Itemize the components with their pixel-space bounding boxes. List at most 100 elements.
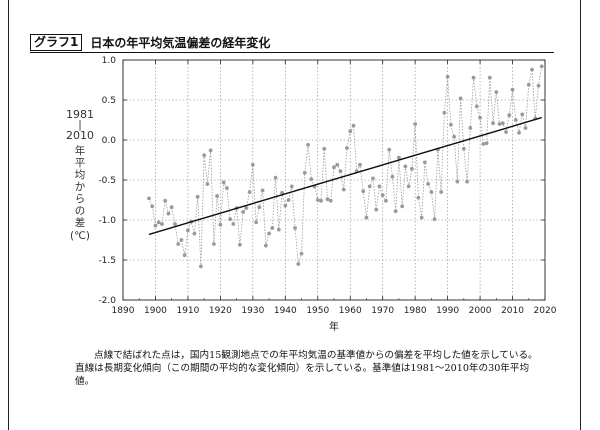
y-tick-label: 0.0: [102, 136, 117, 146]
y-axis-label-char: 年: [75, 144, 86, 157]
anomaly-point: [494, 90, 499, 94]
anomaly-point: [218, 222, 223, 227]
anomaly-point: [186, 228, 190, 233]
anomaly-point: [270, 226, 275, 230]
anomaly-point: [432, 217, 437, 222]
anomaly-point: [393, 209, 398, 214]
anomaly-point: [367, 184, 372, 189]
anomaly-point: [153, 223, 158, 228]
figure-title-text: 日本の年平均気温偏差の経年変化: [90, 35, 271, 50]
anomaly-point: [442, 110, 447, 115]
x-tick-label: 1930: [241, 306, 264, 316]
anomaly-point: [416, 195, 421, 200]
anomaly-point: [215, 194, 220, 198]
anomaly-point: [481, 142, 486, 146]
temperature-anomaly-chart: 1890 1900 1910 1920 1930 1940 1950 1960 1970 1980…: [66, 56, 557, 333]
anomaly-point: [280, 190, 284, 195]
anomaly-point: [231, 222, 236, 226]
figure-badge: グラフ1: [30, 33, 83, 51]
anomaly-point: [374, 207, 379, 212]
anomaly-point: [348, 129, 353, 134]
y-axis-label-char: (℃): [70, 230, 90, 242]
anomaly-point: [526, 82, 531, 87]
x-tick-label: 1900: [144, 306, 167, 316]
y-axis-label-char: か: [75, 181, 86, 193]
anomaly-point: [461, 146, 466, 151]
anomaly-point: [497, 122, 502, 126]
anomaly-point: [205, 182, 210, 186]
anomaly-point: [364, 215, 369, 220]
anomaly-point: [345, 146, 349, 150]
anomaly-point: [147, 196, 151, 201]
data-series: [147, 64, 544, 269]
anomaly-point: [397, 155, 401, 160]
anomaly-point: [302, 170, 307, 175]
x-tick-label: 1950: [306, 306, 329, 316]
title-underline: [30, 52, 554, 53]
anomaly-point: [332, 165, 336, 170]
anomaly-point: [319, 198, 323, 203]
trend-line: [148, 116, 542, 236]
anomaly-point: [163, 198, 168, 203]
anomaly-point: [176, 242, 181, 246]
anomaly-point: [510, 87, 515, 92]
y-tick-label: -1.0: [98, 216, 116, 226]
anomaly-point: [156, 220, 161, 225]
anomaly-point: [276, 227, 281, 232]
anomaly-point: [487, 75, 492, 80]
anomaly-point: [445, 74, 450, 79]
anomaly-point: [192, 231, 197, 236]
anomaly-point: [452, 134, 457, 139]
anomaly-series-line: [148, 66, 543, 267]
y-axis-label-char: 均: [75, 169, 86, 181]
anomaly-point: [484, 141, 489, 146]
x-tick-label: 1920: [209, 306, 232, 316]
x-tick-label: 1960: [339, 306, 362, 316]
anomaly-point: [380, 193, 385, 198]
y-tick-label: -0.5: [98, 176, 116, 186]
grid-lines: [123, 60, 545, 300]
y-tick-label: -2.0: [98, 296, 116, 306]
anomaly-point: [403, 164, 408, 169]
x-tick-label: 2000: [469, 306, 492, 316]
anomaly-point: [539, 64, 544, 69]
anomaly-point: [536, 83, 541, 88]
anomaly-point: [273, 175, 278, 180]
anomaly-point: [250, 162, 255, 167]
anomaly-point: [413, 122, 418, 126]
anomaly-point: [315, 198, 320, 202]
anomaly-point: [322, 146, 327, 151]
anomaly-point: [439, 190, 444, 194]
page-frame: [8, 0, 581, 430]
anomaly-point: [299, 251, 304, 256]
anomaly-point: [306, 142, 310, 147]
anomaly-point: [257, 205, 262, 210]
anomaly-point: [507, 113, 512, 118]
anomaly-point: [211, 242, 216, 246]
x-tick-label: 1980: [404, 306, 427, 316]
anomaly-point: [289, 184, 294, 189]
anomaly-point: [422, 160, 427, 165]
anomaly-point: [260, 188, 265, 193]
x-tick-label: 1940: [274, 306, 297, 316]
anomaly-point: [471, 75, 476, 80]
anomaly-point: [458, 96, 463, 101]
anomaly-point: [500, 121, 505, 126]
x-axis-label: 年: [329, 320, 339, 333]
x-tick-label: 1990: [436, 306, 459, 316]
anomaly-point: [335, 162, 340, 167]
anomaly-point: [309, 177, 314, 182]
figure-caption: 点線で結ばれた点は，国内15観測地点での年平均気温の基準値からの偏差を平均した値…: [75, 349, 545, 388]
anomaly-point: [150, 204, 155, 209]
anomaly-point: [491, 121, 495, 126]
x-tick-label: 2020: [534, 306, 557, 316]
anomaly-point: [400, 204, 405, 209]
y-axis-label-char: 1981: [66, 108, 94, 121]
anomaly-point: [208, 148, 213, 153]
anomaly-point: [523, 126, 528, 130]
anomaly-point: [328, 198, 333, 203]
anomaly-point: [228, 217, 233, 222]
anomaly-point: [241, 210, 246, 214]
anomaly-point: [199, 264, 203, 269]
